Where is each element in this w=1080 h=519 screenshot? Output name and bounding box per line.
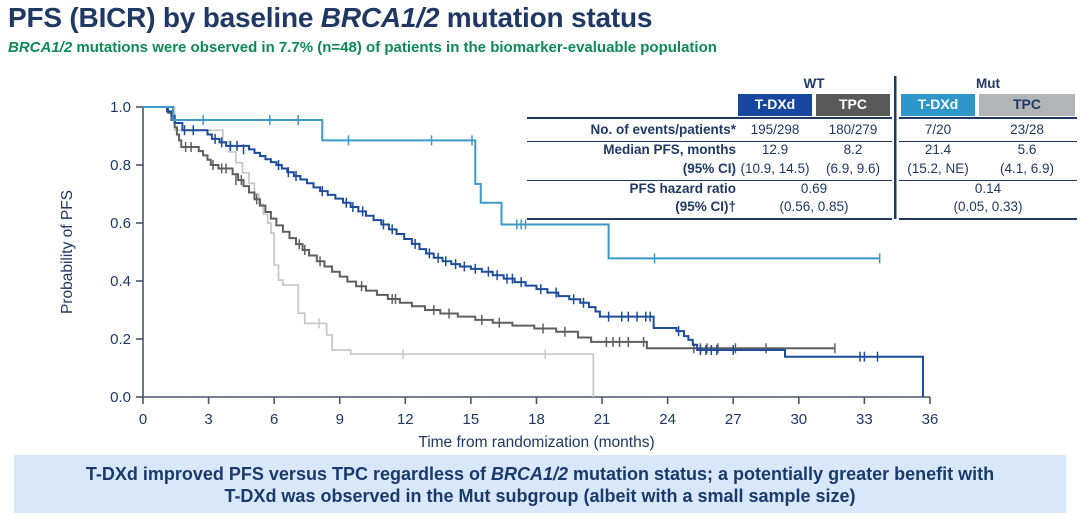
median-row-label: Median PFS, months — [603, 142, 736, 158]
stats-table: WT Mut T-DXd TPC T-DXd TPC No. of events… — [527, 76, 1077, 220]
x-tick-label: 27 — [725, 411, 742, 428]
col-header-wt-tdxd: T-DXd — [736, 92, 814, 119]
events-wt-tdxd: 195/298 — [736, 117, 814, 143]
table-row-median: Median PFS, months 12.9 8.2 21.4 5.6 — [527, 142, 1077, 159]
y-tick-label: 1.0 — [110, 99, 131, 116]
x-tick-label: 9 — [336, 411, 344, 428]
x-tick-label: 3 — [204, 411, 212, 428]
conclusion-line1-pre: T-DXd improved PFS versus TPC regardless… — [85, 464, 492, 484]
col-header-wt-tpc-chip: TPC — [816, 93, 890, 116]
y-tick-label: 0.0 — [110, 389, 131, 406]
conclusion-line1-post: mutation status; a potentially greater b… — [568, 464, 995, 484]
table-row-events: No. of events/patients* 195/298 180/279 … — [527, 117, 1077, 143]
hr-mut: 0.14 — [974, 180, 1002, 196]
col-header-wt-tdxd-chip: T-DXd — [738, 93, 812, 116]
x-tick-label: 36 — [922, 411, 939, 428]
table-row-hr-ci: (95% CI)† (0.56, 0.85) (0.05, 0.33) — [527, 197, 1077, 220]
col-header-mut-tdxd: T-DXd — [899, 92, 977, 119]
x-tick-label: 18 — [528, 411, 545, 428]
table-corner-empty — [527, 76, 736, 93]
hr-ci-mut: (0.05, 0.33) — [899, 197, 1077, 220]
hr-ci-row-label: (95% CI)† — [527, 197, 736, 220]
x-tick-label: 15 — [463, 411, 480, 428]
hr-row-label: PFS hazard ratio — [629, 180, 736, 196]
col-header-wt-tpc: TPC — [814, 92, 892, 119]
group-header-wt: WT — [803, 76, 825, 91]
table-row-hr: PFS hazard ratio 0.69 0.14 — [527, 180, 1077, 197]
median-wt-tdxd: 12.9 — [761, 142, 789, 158]
col-header-mut-tpc: TPC — [977, 92, 1077, 119]
col-header-mut-tdxd-chip: T-DXd — [901, 93, 975, 116]
subtitle-text: mutations were observed in 7.7% (n=48) o… — [72, 39, 717, 56]
page-title-prefix: PFS (BICR) by baseline — [8, 2, 321, 33]
table-row-col-headers: T-DXd TPC T-DXd TPC — [527, 92, 1077, 119]
km-curve-wt-t-dxd — [143, 106, 924, 397]
page-title: PFS (BICR) by baseline BRCA1/2 mutation … — [8, 2, 652, 34]
x-tick-label: 12 — [397, 411, 414, 428]
events-wt-tpc: 180/279 — [814, 117, 892, 143]
conclusion-line-2: T-DXd was observed in the Mut subgroup (… — [224, 486, 856, 506]
table-group-divider — [892, 76, 899, 219]
x-tick-label: 21 — [594, 411, 611, 428]
x-tick-label: 30 — [790, 411, 807, 428]
median-ci-wt-tpc: (6.9, 9.6) — [814, 159, 892, 181]
y-tick-label: 0.4 — [110, 273, 131, 290]
col-header-spacer — [527, 92, 736, 119]
km-curve-mut-t-dxd — [143, 106, 880, 260]
events-mut-tdxd: 7/20 — [899, 117, 977, 143]
median-mut-tpc: 5.6 — [1017, 142, 1037, 158]
table-row-median-ci: (95% CI) (10.9, 14.5) (6.9, 9.6) (15.2, … — [527, 159, 1077, 181]
subtitle-gene: BRCA1/2 — [8, 39, 73, 56]
subtitle: BRCA1/2 mutations were observed in 7.7% … — [8, 39, 717, 56]
hr-ci-wt: (0.56, 0.85) — [736, 197, 892, 220]
km-curve-wt-tpc — [143, 106, 835, 350]
col-header-mut-tpc-chip: TPC — [979, 93, 1075, 116]
median-wt-tpc: 8.2 — [843, 142, 863, 158]
median-ci-wt-tdxd: (10.9, 14.5) — [736, 159, 814, 181]
hr-wt: 0.69 — [800, 180, 828, 196]
conclusion-banner: T-DXd improved PFS versus TPC regardless… — [14, 455, 1066, 513]
events-mut-tpc: 23/28 — [977, 117, 1077, 143]
y-tick-label: 0.6 — [110, 215, 131, 232]
page-title-suffix: mutation status — [439, 2, 653, 33]
median-ci-mut-tdxd: (15.2, NE) — [899, 159, 977, 181]
y-tick-label: 0.2 — [110, 331, 131, 348]
median-mut-tdxd: 21.4 — [924, 142, 952, 158]
page-title-gene: BRCA1/2 — [320, 2, 440, 33]
x-tick-label: 0 — [139, 411, 147, 428]
conclusion-line-1: T-DXd improved PFS versus TPC regardless… — [14, 463, 1066, 485]
x-tick-label: 6 — [270, 411, 278, 428]
median-ci-mut-tpc: (4.1, 6.9) — [977, 159, 1077, 181]
y-axis-title: Probability of PFS — [59, 190, 76, 314]
y-tick-label: 0.8 — [110, 157, 131, 174]
conclusion-line1-gene: BRCA1/2 — [491, 464, 569, 484]
x-tick-label: 33 — [856, 411, 873, 428]
median-ci-row-label: (95% CI) — [527, 159, 736, 181]
table-row-groups: WT Mut — [527, 76, 1077, 219]
events-row-label: No. of events/patients* — [527, 117, 736, 143]
group-header-mut: Mut — [976, 76, 1000, 91]
km-curve-mut-tpc — [143, 106, 595, 397]
x-axis-title: Time from randomization (months) — [418, 434, 654, 451]
x-tick-label: 24 — [659, 411, 676, 428]
